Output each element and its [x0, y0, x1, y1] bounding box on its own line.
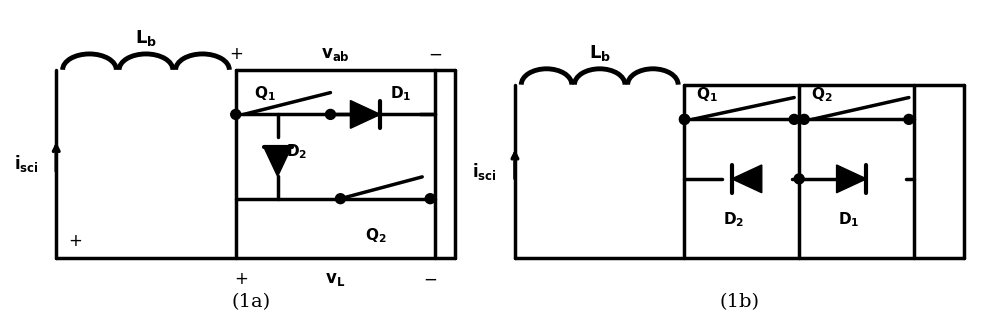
Circle shape: [794, 174, 804, 184]
Text: $\mathbf{Q_1}$: $\mathbf{Q_1}$: [254, 84, 275, 102]
Text: $\mathbf{L_b}$: $\mathbf{L_b}$: [135, 28, 157, 48]
Circle shape: [799, 114, 809, 124]
Circle shape: [325, 110, 335, 119]
Text: $\mathbf{i_{sci}}$: $\mathbf{i_{sci}}$: [14, 154, 38, 175]
Text: $\mathbf{v_{ab}}$: $\mathbf{v_{ab}}$: [321, 45, 350, 63]
Circle shape: [425, 194, 435, 204]
Text: (1a): (1a): [231, 293, 270, 311]
Text: $-$: $-$: [423, 270, 437, 288]
Text: $\mathbf{D_2}$: $\mathbf{D_2}$: [286, 142, 307, 161]
Text: $\mathbf{i_{sci}}$: $\mathbf{i_{sci}}$: [472, 161, 497, 182]
Text: $+$: $+$: [234, 270, 248, 288]
Text: $\mathbf{Q_2}$: $\mathbf{Q_2}$: [365, 226, 387, 245]
Text: $\mathbf{Q_1}$: $\mathbf{Q_1}$: [696, 86, 718, 105]
Polygon shape: [837, 165, 866, 193]
Text: $\mathbf{Q_2}$: $\mathbf{Q_2}$: [811, 86, 833, 105]
Text: $\mathbf{D_2}$: $\mathbf{D_2}$: [723, 211, 745, 229]
Text: (1b): (1b): [719, 293, 759, 311]
Text: $\mathbf{D_1}$: $\mathbf{D_1}$: [838, 211, 859, 229]
Circle shape: [904, 114, 914, 124]
Text: $\mathbf{v_L}$: $\mathbf{v_L}$: [325, 270, 346, 288]
Circle shape: [680, 114, 689, 124]
Text: $-$: $-$: [428, 45, 442, 63]
Text: $\mathbf{D_1}$: $\mathbf{D_1}$: [390, 84, 412, 102]
Circle shape: [680, 114, 689, 124]
Text: $+$: $+$: [229, 45, 243, 63]
Text: $\mathbf{L_b}$: $\mathbf{L_b}$: [589, 43, 611, 63]
Polygon shape: [732, 165, 762, 193]
Polygon shape: [350, 100, 380, 128]
Circle shape: [789, 114, 799, 124]
Polygon shape: [264, 147, 292, 176]
Circle shape: [335, 194, 345, 204]
Text: $+$: $+$: [68, 232, 82, 250]
Circle shape: [231, 110, 241, 119]
